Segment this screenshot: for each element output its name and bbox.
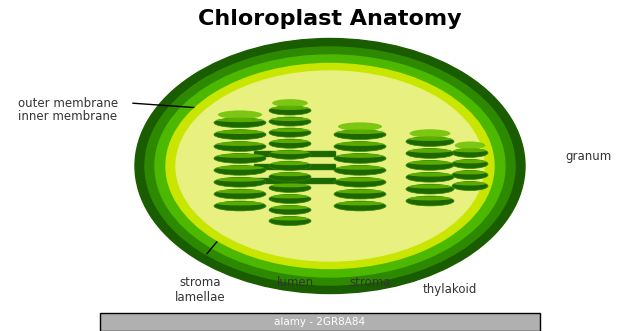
Ellipse shape xyxy=(269,183,311,192)
Ellipse shape xyxy=(269,194,311,204)
Ellipse shape xyxy=(214,142,266,151)
Ellipse shape xyxy=(336,142,384,146)
Text: Chloroplast Anatomy: Chloroplast Anatomy xyxy=(198,9,462,29)
Ellipse shape xyxy=(408,161,452,165)
Ellipse shape xyxy=(334,189,386,199)
Text: stroma
lamellae: stroma lamellae xyxy=(175,276,225,304)
Ellipse shape xyxy=(271,128,309,132)
Ellipse shape xyxy=(452,181,488,191)
Ellipse shape xyxy=(336,166,384,170)
Ellipse shape xyxy=(269,161,311,170)
Ellipse shape xyxy=(216,202,264,206)
Ellipse shape xyxy=(406,184,454,194)
Text: thylakoid: thylakoid xyxy=(423,283,477,296)
Ellipse shape xyxy=(406,149,454,158)
Ellipse shape xyxy=(216,178,264,182)
Text: inner membrane: inner membrane xyxy=(18,110,117,122)
Ellipse shape xyxy=(269,206,311,214)
Ellipse shape xyxy=(269,106,311,115)
Ellipse shape xyxy=(336,130,384,134)
Ellipse shape xyxy=(408,185,452,189)
Ellipse shape xyxy=(135,38,525,294)
Ellipse shape xyxy=(272,99,308,107)
Text: lumen: lumen xyxy=(276,276,314,289)
Ellipse shape xyxy=(408,149,452,153)
Ellipse shape xyxy=(269,216,311,225)
Ellipse shape xyxy=(406,161,454,170)
Ellipse shape xyxy=(214,166,266,175)
FancyBboxPatch shape xyxy=(100,313,540,331)
FancyBboxPatch shape xyxy=(254,151,336,157)
FancyBboxPatch shape xyxy=(254,164,336,170)
Ellipse shape xyxy=(214,130,266,139)
Ellipse shape xyxy=(406,196,454,206)
Ellipse shape xyxy=(452,159,488,168)
Ellipse shape xyxy=(214,154,266,163)
Ellipse shape xyxy=(271,206,309,210)
Ellipse shape xyxy=(269,128,311,137)
Ellipse shape xyxy=(453,149,486,152)
Ellipse shape xyxy=(155,55,505,277)
Ellipse shape xyxy=(408,137,452,141)
Ellipse shape xyxy=(453,182,486,185)
Ellipse shape xyxy=(214,177,266,187)
Ellipse shape xyxy=(336,202,384,206)
Ellipse shape xyxy=(454,141,485,149)
Ellipse shape xyxy=(271,106,309,110)
Ellipse shape xyxy=(214,201,266,211)
Ellipse shape xyxy=(269,117,311,126)
Ellipse shape xyxy=(271,217,309,220)
Ellipse shape xyxy=(216,166,264,170)
FancyBboxPatch shape xyxy=(254,178,336,184)
Text: granum: granum xyxy=(566,150,612,163)
Ellipse shape xyxy=(452,148,488,158)
Ellipse shape xyxy=(334,177,386,187)
Ellipse shape xyxy=(269,172,311,181)
Ellipse shape xyxy=(218,111,262,119)
Ellipse shape xyxy=(269,150,311,159)
Ellipse shape xyxy=(271,139,309,143)
Ellipse shape xyxy=(176,71,484,261)
Ellipse shape xyxy=(214,118,266,127)
Ellipse shape xyxy=(453,171,486,174)
Ellipse shape xyxy=(269,139,311,148)
Ellipse shape xyxy=(338,122,382,131)
Ellipse shape xyxy=(334,166,386,175)
Ellipse shape xyxy=(271,173,309,176)
Ellipse shape xyxy=(216,190,264,194)
Ellipse shape xyxy=(216,154,264,158)
Ellipse shape xyxy=(216,130,264,134)
Ellipse shape xyxy=(406,172,454,182)
Ellipse shape xyxy=(271,118,309,121)
Ellipse shape xyxy=(216,142,264,146)
Ellipse shape xyxy=(336,154,384,158)
Ellipse shape xyxy=(271,151,309,154)
Ellipse shape xyxy=(336,190,384,194)
Ellipse shape xyxy=(334,130,386,139)
Ellipse shape xyxy=(453,160,486,164)
Ellipse shape xyxy=(334,142,386,151)
Text: stroma: stroma xyxy=(349,276,391,289)
Ellipse shape xyxy=(406,137,454,146)
Text: outer membrane: outer membrane xyxy=(18,97,118,110)
Ellipse shape xyxy=(336,178,384,182)
Ellipse shape xyxy=(271,184,309,187)
Ellipse shape xyxy=(334,154,386,163)
Ellipse shape xyxy=(271,195,309,198)
Ellipse shape xyxy=(408,173,452,177)
Ellipse shape xyxy=(452,170,488,179)
Ellipse shape xyxy=(271,162,309,165)
Ellipse shape xyxy=(166,64,494,268)
Text: alamy - 2GR8A84: alamy - 2GR8A84 xyxy=(275,317,365,327)
Ellipse shape xyxy=(334,201,386,211)
Ellipse shape xyxy=(216,118,264,122)
Ellipse shape xyxy=(145,47,515,285)
Ellipse shape xyxy=(214,189,266,199)
Ellipse shape xyxy=(408,197,452,201)
Ellipse shape xyxy=(410,129,451,138)
